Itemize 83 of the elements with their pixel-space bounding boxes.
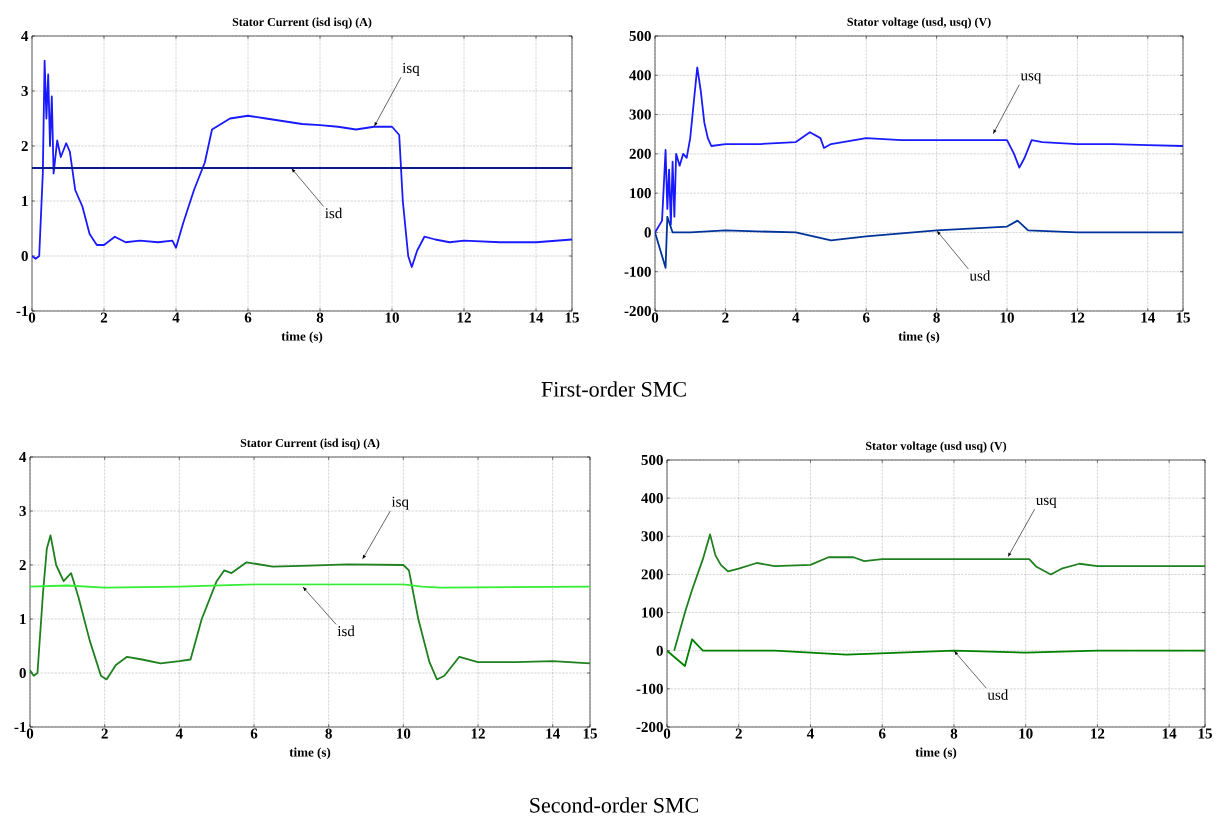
y-tick-label: 4 [21, 31, 29, 41]
y-tick-label: 1 [22, 196, 28, 206]
x-tick-label: 10 [1000, 312, 1014, 323]
x-tick-label: 4 [792, 312, 800, 323]
y-tick-label: 100 [642, 607, 663, 618]
annotation: usd [969, 270, 991, 281]
annotation: usq [1020, 73, 1042, 84]
x-tick-label: 14 [1141, 312, 1156, 323]
x-tick-label: 6 [878, 728, 886, 739]
y-tick-label: 4 [19, 452, 27, 462]
chart-title: Stator voltage (usd, usq) (V) [847, 17, 991, 29]
annotation: usq [1036, 497, 1057, 509]
x-tick-label: 10 [1019, 728, 1033, 739]
line-series [667, 638, 1206, 667]
x-tick-label: 15 [565, 312, 579, 323]
y-tick-label: 1 [20, 614, 26, 624]
x-tick-label: 15 [1198, 728, 1212, 739]
x-tick-label: 14 [1162, 728, 1177, 739]
y-tick-label: 3 [19, 505, 26, 517]
x-tick-label: 2 [100, 312, 108, 323]
chart-title: Stator Current (isd isq) (A) [240, 438, 380, 450]
x-tick-label: 0 [663, 728, 671, 739]
y-tick-label: 200 [629, 148, 651, 159]
x-tick-label: 14 [529, 312, 544, 323]
x-tick-label: 2 [101, 728, 108, 739]
x-tick-label: 10 [385, 312, 399, 323]
annotation: usd [987, 689, 1009, 700]
x-axis-title: time (s) [915, 747, 957, 760]
x-tick-label: 2 [735, 728, 742, 739]
x-tick-label: 4 [172, 312, 180, 323]
x-tick-label: 6 [244, 312, 252, 323]
x-tick-label: 8 [316, 312, 324, 323]
line-series [30, 534, 591, 681]
x-tick-label: 10 [397, 728, 411, 739]
x-tick-label: 12 [1091, 728, 1105, 739]
annotation: isq [402, 62, 420, 77]
x-tick-label: 6 [250, 728, 258, 739]
y-tick-label: 2 [19, 560, 26, 570]
x-tick-label: 8 [325, 728, 332, 739]
y-tick-label: 400 [641, 493, 663, 504]
x-tick-label: 8 [933, 312, 940, 323]
text: Second-order SMC [530, 797, 699, 813]
x-tick-label: 8 [950, 728, 958, 739]
x-tick-label: 14 [546, 728, 560, 739]
y-tick-label: 0 [644, 227, 651, 238]
annotation: isq [391, 496, 409, 510]
chart-title: Stator voltage (usd usq) (V) [865, 441, 1007, 453]
x-axis-title: time (s) [281, 331, 323, 344]
y-tick-label: 300 [629, 109, 651, 120]
annotation: isd [325, 207, 343, 219]
y-tick-label: 200 [641, 569, 663, 580]
x-tick-label: 4 [806, 728, 814, 739]
x-tick-label: 0 [28, 312, 36, 323]
y-tick-label: 300 [641, 531, 663, 542]
y-tick-label: -1 [16, 306, 28, 316]
x-tick-label: 12 [471, 728, 485, 739]
x-tick-label: 4 [175, 728, 183, 739]
y-tick-label: 500 [641, 454, 663, 466]
x-tick-label: 12 [457, 312, 471, 323]
chart-title: Stator Current (isd isq) (A) [232, 17, 372, 29]
x-tick-label: 15 [583, 728, 597, 739]
y-tick-label: -100 [636, 683, 663, 694]
y-tick-label: -200 [624, 305, 651, 317]
y-tick-label: -1 [14, 722, 26, 732]
x-axis-title: time (s) [289, 747, 331, 760]
text: First-order SMC [541, 381, 686, 397]
y-tick-label: 500 [629, 30, 651, 42]
x-tick-label: 2 [722, 312, 729, 323]
y-tick-label: -100 [624, 266, 651, 277]
line-series [655, 215, 1184, 269]
y-tick-label: 3 [21, 85, 28, 97]
x-tick-label: 6 [862, 312, 870, 323]
y-tick-label: 2 [21, 141, 28, 151]
y-tick-label: 0 [21, 250, 28, 262]
annotation: isd [337, 625, 355, 637]
y-tick-label: -200 [636, 721, 663, 733]
x-tick-label: 15 [1176, 312, 1190, 323]
y-tick-label: 0 [656, 645, 663, 656]
y-tick-label: 400 [629, 70, 651, 81]
x-axis-title: time (s) [898, 331, 940, 344]
y-tick-label: 0 [19, 667, 26, 679]
x-tick-label: 12 [1071, 312, 1085, 323]
y-tick-label: 100 [630, 188, 651, 199]
